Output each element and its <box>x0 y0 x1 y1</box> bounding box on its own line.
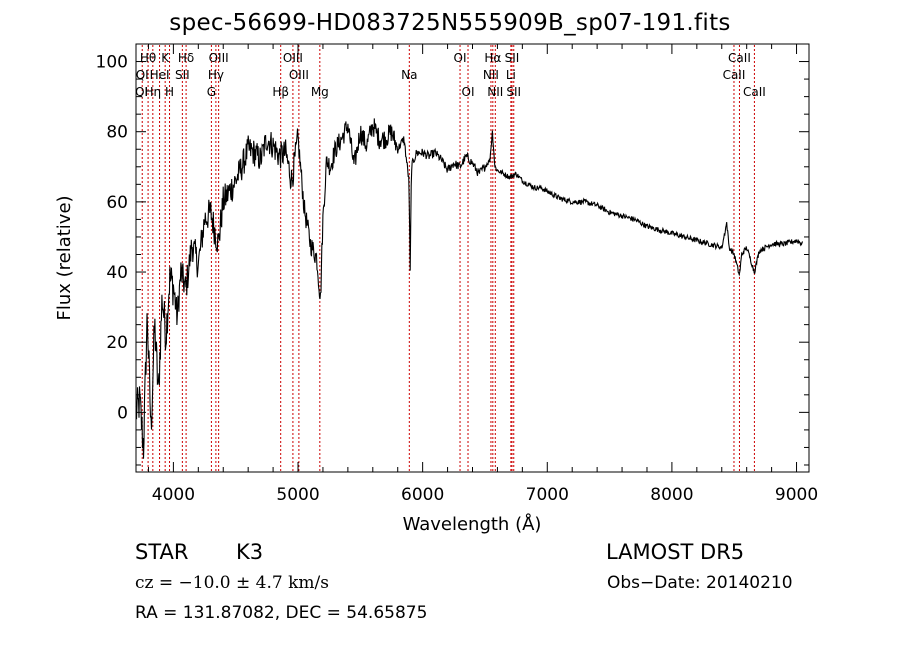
line-label: Mg <box>311 85 329 99</box>
line-label: H <box>165 85 174 99</box>
line-label: OI <box>462 85 475 99</box>
object-type-label: STAR <box>135 540 189 564</box>
x-tick-label: 8000 <box>650 485 693 505</box>
chart-title: spec-56699-HD083725N555909B_sp07-191.fit… <box>169 10 731 36</box>
line-label: SII <box>175 68 190 82</box>
y-tick-label: 20 <box>106 333 128 353</box>
line-label: Hδ <box>178 51 194 65</box>
x-tick-label: 5000 <box>276 485 319 505</box>
coordinates-label: RA = 131.87082, DEC = 54.65875 <box>135 603 428 623</box>
obs-date-label: Obs−Date: 20140210 <box>607 573 793 593</box>
line-label: QI <box>136 68 149 82</box>
line-label: Hη <box>145 85 162 99</box>
line-label: G <box>207 85 216 99</box>
axis-ticks <box>136 43 809 472</box>
y-tick-label: 40 <box>106 263 128 283</box>
line-label: OIII <box>209 51 229 65</box>
line-label: CaII <box>723 68 746 82</box>
line-label: K <box>161 51 170 65</box>
redshift-label: cz = −10.0 ± 4.7 km/s <box>135 573 329 593</box>
line-label: Hα <box>484 51 501 65</box>
line-label: NII <box>483 68 499 82</box>
x-axis-label: Wavelength (Å) <box>403 513 542 535</box>
line-label: Hθ <box>140 51 156 65</box>
spectral-line-markers <box>141 45 755 471</box>
line-label: OI <box>454 51 467 65</box>
x-tick-label: 7000 <box>526 485 569 505</box>
line-label: OIII <box>289 68 309 82</box>
line-label: HeI <box>150 68 170 82</box>
spectral-subclass-label: K3 <box>236 540 264 564</box>
line-label: SII <box>506 85 521 99</box>
line-label: NII <box>487 85 503 99</box>
y-axis-label: Flux (relative) <box>54 195 75 320</box>
line-label: OIII <box>283 51 303 65</box>
x-tick-label: 9000 <box>775 485 818 505</box>
y-tick-label: 0 <box>117 403 128 423</box>
spectral-line-labels: Hθ K Hδ OIII OIII OI Hα SII CaII QI HeI SII Hγ OIII Na… <box>135 51 766 99</box>
line-label: QI <box>135 85 148 99</box>
y-tick-label: 100 <box>96 53 128 73</box>
axis-tick-labels: 4000 5000 6000 7000 8000 9000 0 20 40 60 80 100 <box>96 53 819 505</box>
line-label: Li <box>506 68 516 82</box>
x-tick-label: 4000 <box>152 485 195 505</box>
y-tick-label: 80 <box>106 123 128 143</box>
plot-frame <box>135 43 810 473</box>
line-label: Hβ <box>272 85 289 99</box>
survey-label: LAMOST DR5 <box>606 540 745 564</box>
line-label: CaII <box>743 85 766 99</box>
line-label: SII <box>505 51 520 65</box>
flux-series-line <box>135 118 804 459</box>
y-tick-label: 60 <box>106 193 128 213</box>
line-label: CaII <box>728 51 751 65</box>
x-tick-label: 6000 <box>401 485 444 505</box>
line-label: Na <box>401 68 417 82</box>
line-label: Hγ <box>208 68 224 82</box>
